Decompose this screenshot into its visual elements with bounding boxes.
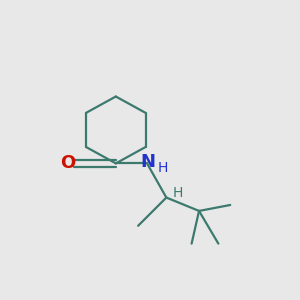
Text: H: H <box>173 186 183 200</box>
Text: H: H <box>158 161 168 175</box>
Text: O: O <box>60 154 75 172</box>
Text: N: N <box>140 153 155 171</box>
